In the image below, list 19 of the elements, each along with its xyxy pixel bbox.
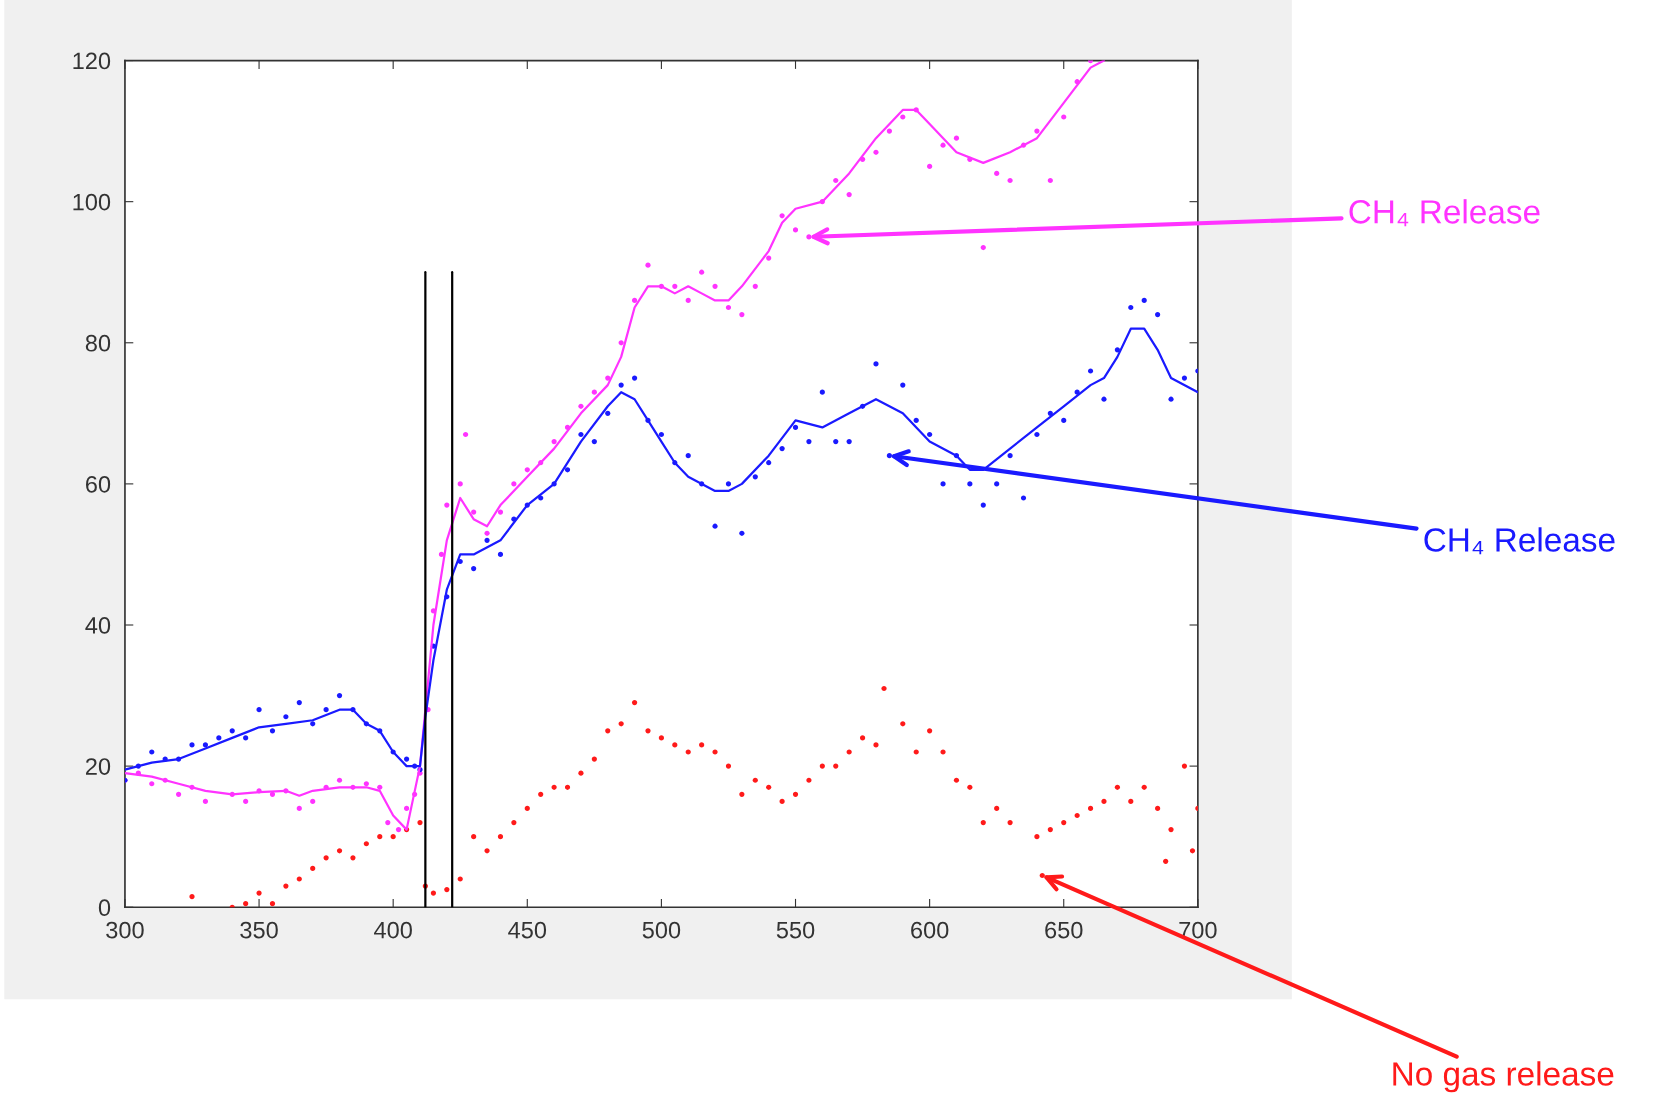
y-tick-label: 60 bbox=[86, 475, 111, 493]
y-tick-label: 80 bbox=[85, 334, 111, 352]
x-tick-label: 550 bbox=[776, 921, 815, 939]
x-tick-label: 400 bbox=[374, 921, 412, 939]
y-tick-label: 20 bbox=[85, 758, 111, 775]
x-tick-label: 350 bbox=[240, 921, 278, 939]
x-tick-label: 450 bbox=[508, 921, 547, 939]
y-tick-label: 0 bbox=[98, 899, 111, 917]
annotation: CH₄ Release bbox=[1349, 199, 1540, 227]
x-tick-label: 500 bbox=[642, 921, 681, 939]
y-tick-label: 120 bbox=[73, 52, 111, 70]
y-tick-label: 40 bbox=[85, 617, 111, 634]
x-tick-label: 700 bbox=[1179, 921, 1217, 939]
x-tick-label: 300 bbox=[106, 921, 144, 939]
y-tick-label: 100 bbox=[73, 193, 111, 211]
x-tick-label: 600 bbox=[911, 921, 949, 939]
annotation: No gas release bbox=[1393, 1061, 1614, 1093]
annotation: CH₄ Release bbox=[1424, 527, 1615, 555]
x-tick-label: 650 bbox=[1045, 921, 1083, 939]
